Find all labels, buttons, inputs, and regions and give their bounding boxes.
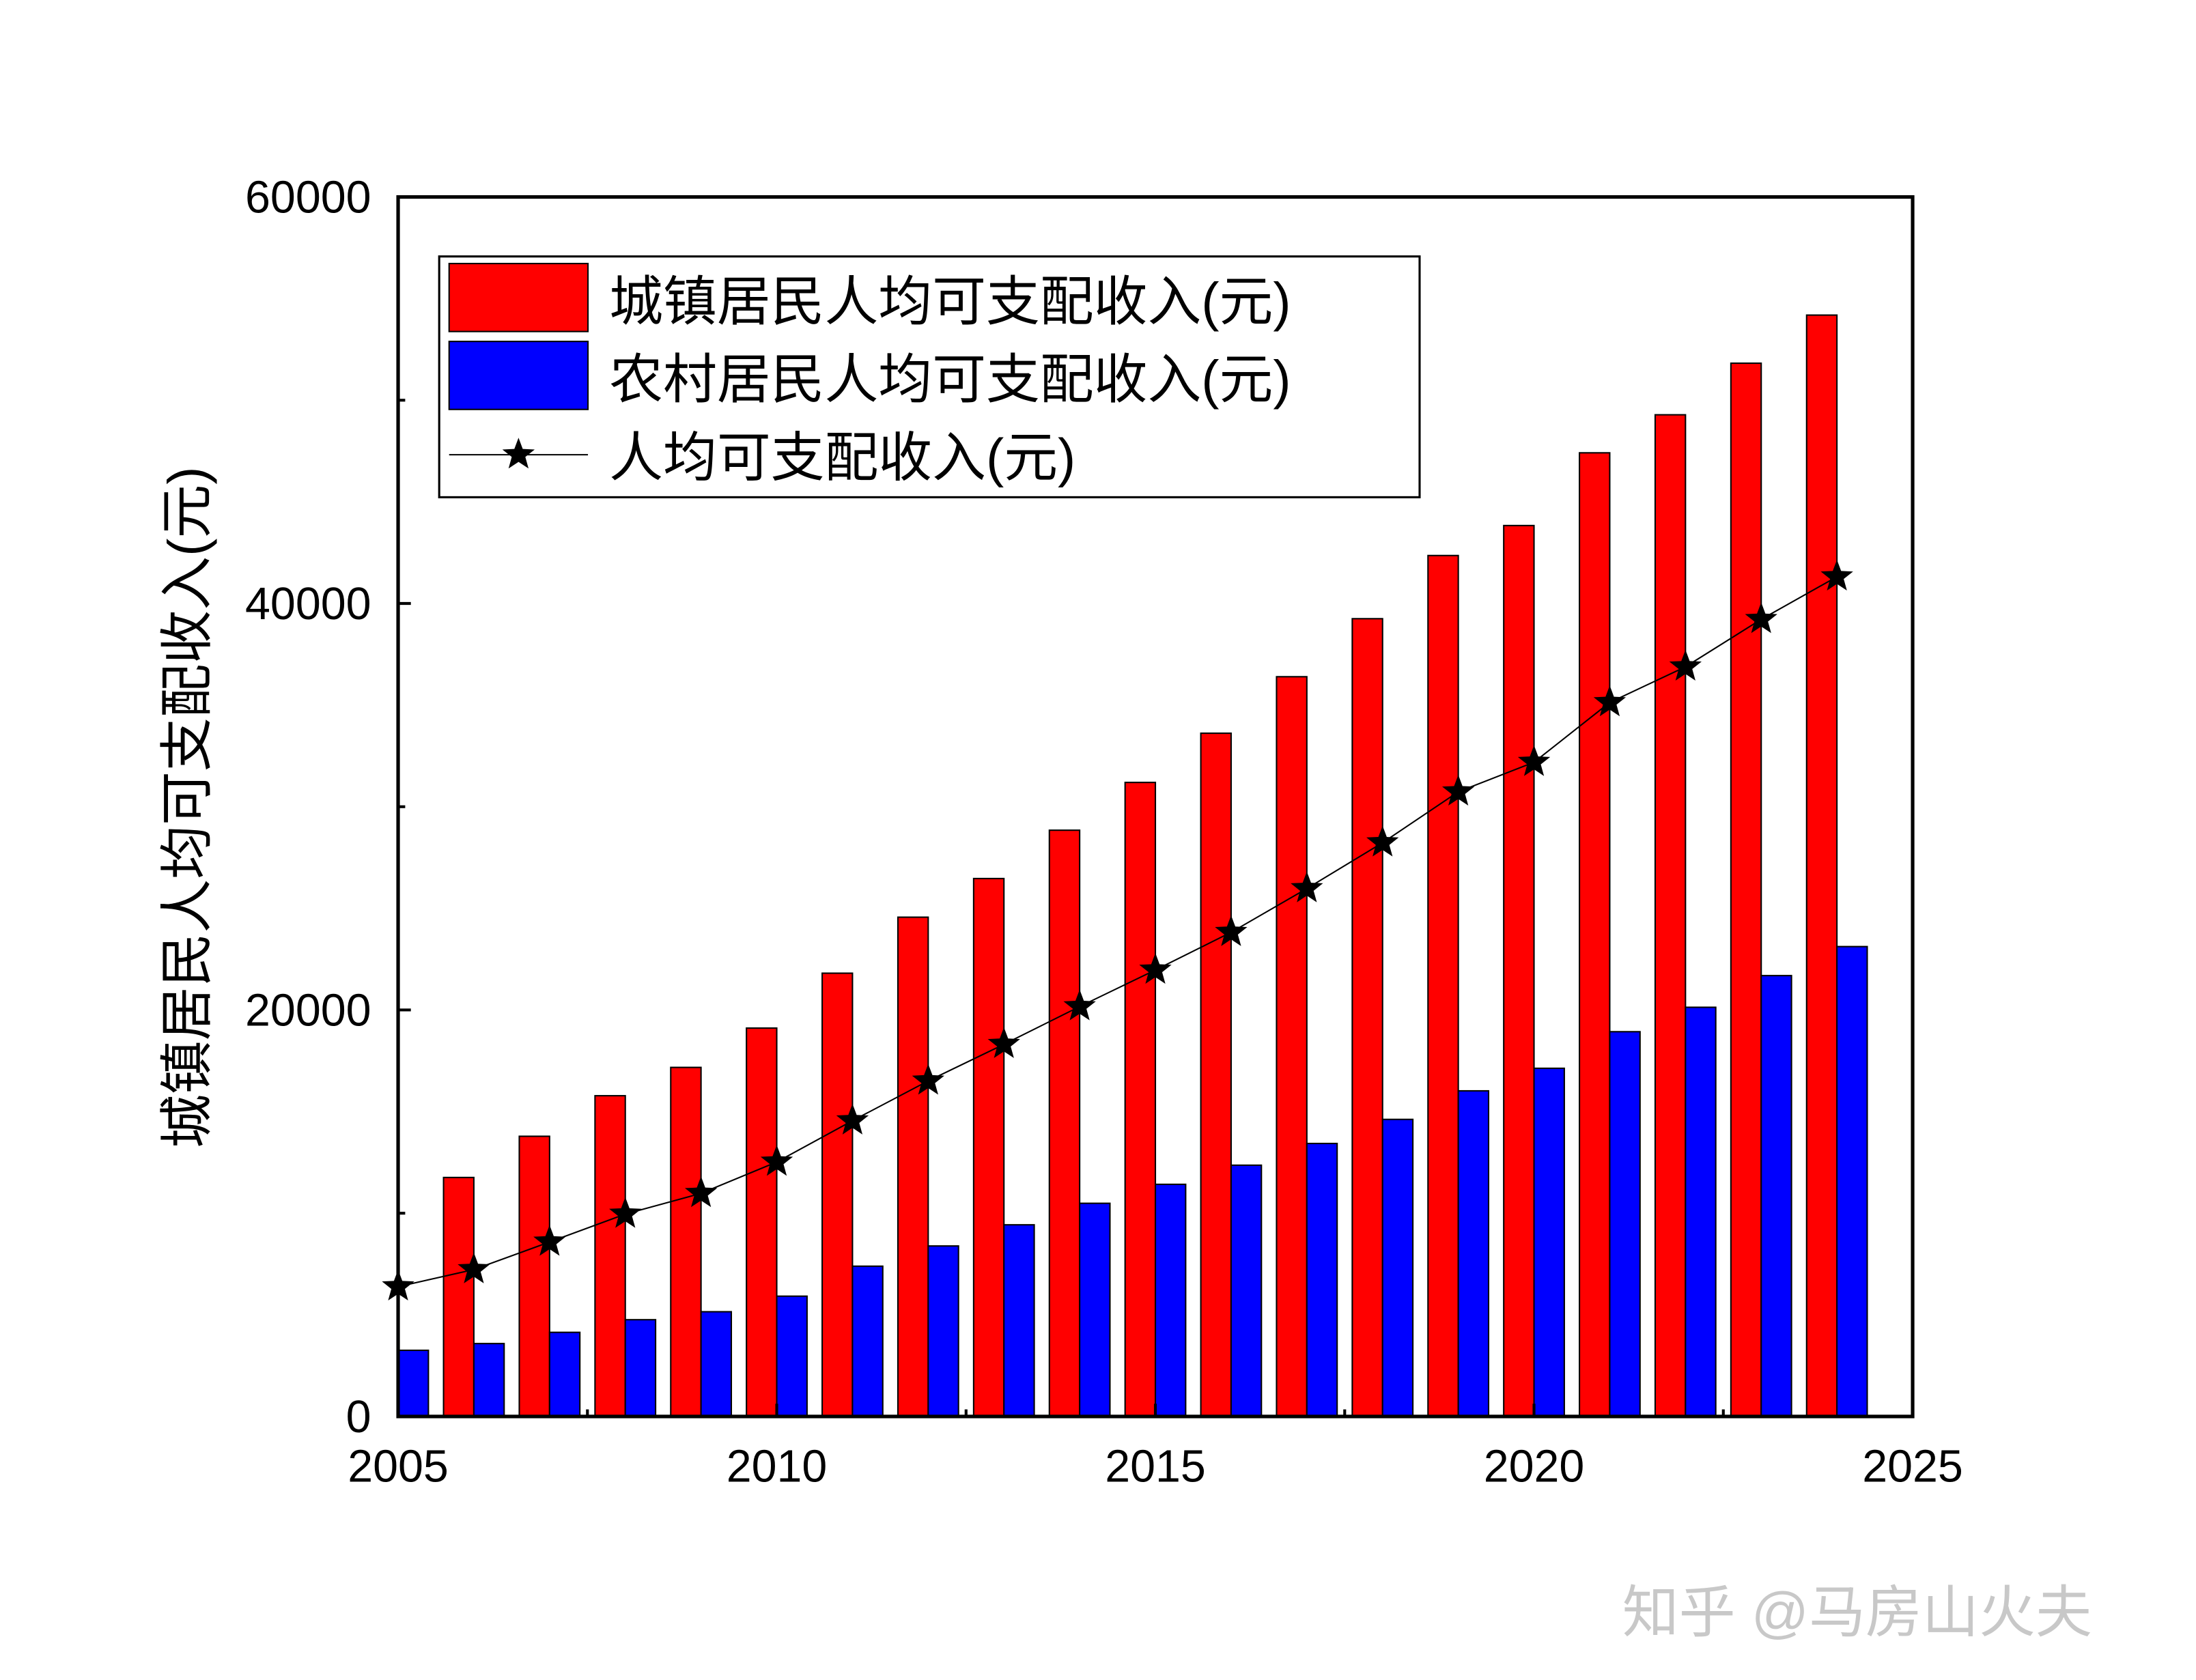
point-total-2023 (1745, 602, 1777, 633)
bar-urban-2023 (1730, 362, 1762, 1416)
point-total-2006 (458, 1252, 490, 1283)
point-total-2019 (1441, 775, 1475, 806)
bar-rural-2014 (1079, 1202, 1111, 1416)
y-tick-label: 40000 (245, 579, 371, 629)
point-total-2016 (1215, 915, 1248, 946)
bar-urban-2024 (1805, 314, 1838, 1416)
bar-urban-2017 (1276, 676, 1308, 1416)
bar-rural-2018 (1381, 1118, 1414, 1416)
bar-urban-2021 (1579, 452, 1611, 1416)
bar-urban-2020 (1503, 524, 1535, 1416)
legend-star-icon (502, 438, 535, 469)
legend-swatch-urban (448, 263, 589, 332)
point-total-2024 (1820, 559, 1853, 591)
bars-layer (398, 314, 1868, 1416)
point-total-2012 (912, 1064, 945, 1095)
bar-urban-2009 (670, 1066, 702, 1416)
bar-rural-2021 (1609, 1031, 1641, 1416)
bar-rural-2011 (851, 1265, 884, 1416)
bar-urban-2012 (897, 916, 929, 1416)
point-total-2008 (609, 1197, 642, 1228)
bar-rural-2010 (776, 1295, 808, 1416)
x-tick-label: 2010 (727, 1441, 828, 1492)
bar-urban-2019 (1427, 554, 1459, 1416)
point-total-2010 (760, 1145, 793, 1176)
point-total-2020 (1517, 745, 1551, 776)
bar-rural-2007 (548, 1331, 581, 1416)
point-total-2011 (836, 1103, 869, 1135)
bar-urban-2006 (442, 1176, 475, 1416)
legend-box (438, 255, 1421, 498)
x-tick-label: 2020 (1484, 1441, 1585, 1492)
bar-rural-2006 (473, 1343, 505, 1416)
bar-urban-2018 (1351, 618, 1383, 1416)
bar-rural-2012 (927, 1245, 959, 1416)
bar-urban-2011 (821, 972, 854, 1416)
axis-ticks: 0 20000 40000 60000 2005 2010 2015 2020 2025 (245, 172, 1963, 1492)
line-layer (382, 559, 1853, 1300)
bar-urban-2008 (594, 1095, 626, 1416)
point-total-2018 (1366, 825, 1399, 857)
watermark: 知乎 @马房山火夫 (1622, 1580, 2092, 1644)
legend: 城镇居民人均可支配收入(元) 农村居民人均可支配收入(元) 人均可支配收入(元) (438, 255, 1421, 498)
bar-rural-2015 (1154, 1183, 1187, 1416)
bar-urban-2010 (746, 1027, 778, 1416)
y-tick-label: 0 (346, 1392, 371, 1442)
y-tick-label: 60000 (245, 172, 371, 223)
legend-label-total: 人均可支配收入(元) (609, 427, 1075, 487)
bar-rural-2024 (1836, 945, 1868, 1416)
legend-label-urban: 城镇居民人均可支配收入(元) (609, 272, 1291, 332)
x-tick-label: 2015 (1105, 1441, 1206, 1492)
x-tick-label: 2005 (348, 1441, 449, 1492)
point-total-2013 (987, 1027, 1020, 1058)
bar-rural-2013 (1003, 1224, 1035, 1416)
legend-label-rural: 农村居民人均可支配收入(元) (609, 350, 1291, 410)
bar-rural-2022 (1685, 1006, 1717, 1416)
bar-urban-2007 (518, 1135, 550, 1416)
point-total-2021 (1593, 685, 1627, 717)
point-total-2009 (684, 1176, 718, 1208)
bar-rural-2020 (1533, 1067, 1565, 1416)
bar-rural-2017 (1306, 1142, 1338, 1416)
bar-urban-2016 (1200, 732, 1232, 1416)
legend-swatch-rural (448, 341, 589, 410)
y-axis-label: 城镇居民人均可支配收入(元) (157, 467, 217, 1148)
bar-urban-2015 (1124, 782, 1157, 1416)
y-tick-label: 20000 (245, 985, 371, 1036)
x-tick-label: 2025 (1862, 1441, 1963, 1492)
bar-rural-2023 (1760, 975, 1792, 1416)
point-total-2014 (1063, 989, 1096, 1021)
bar-rural-2005 (398, 1350, 430, 1416)
bar-urban-2005 (398, 1202, 399, 1416)
bar-urban-2022 (1654, 414, 1687, 1416)
bar-rural-2008 (624, 1319, 657, 1416)
point-total-2017 (1291, 871, 1323, 902)
bar-urban-2014 (1048, 829, 1081, 1416)
bar-rural-2016 (1230, 1164, 1263, 1416)
point-total-2022 (1669, 649, 1702, 681)
bar-urban-2013 (972, 877, 1005, 1416)
point-total-2015 (1139, 953, 1172, 984)
bar-rural-2019 (1457, 1090, 1490, 1416)
point-total-2007 (533, 1225, 566, 1256)
bar-rural-2009 (700, 1311, 733, 1416)
